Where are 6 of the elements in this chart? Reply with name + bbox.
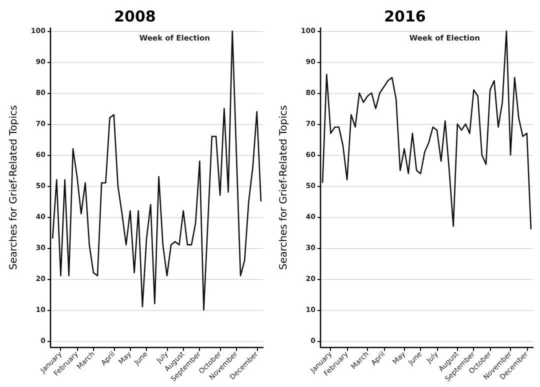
- line-series: [52, 30, 262, 310]
- line-series: [322, 30, 532, 230]
- chart-title: 2008: [114, 8, 156, 26]
- y-axis-title: Searches for Grief-Related Topics: [8, 105, 20, 270]
- y-axis-title: Searches for Grief-Related Topics: [278, 105, 290, 270]
- chart-title: 2016: [384, 8, 426, 26]
